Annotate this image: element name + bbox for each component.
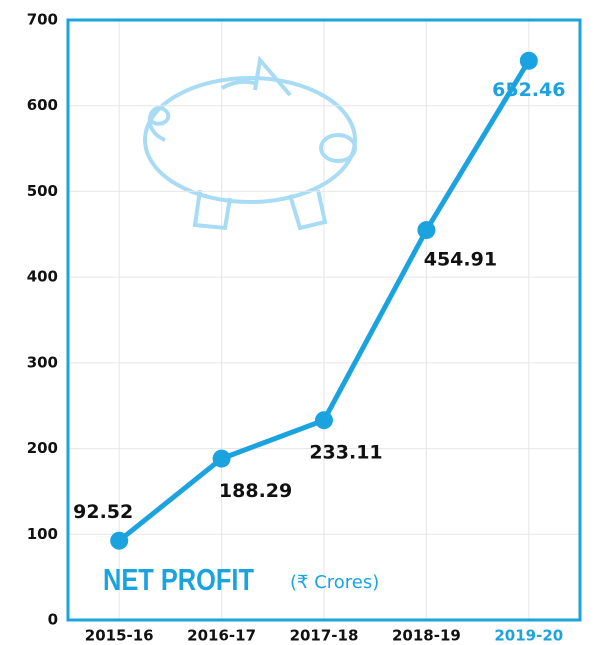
- data-label: 188.29: [219, 480, 292, 502]
- data-label: 92.52: [73, 501, 133, 523]
- chart-title: NET PROFIT: [103, 563, 254, 598]
- point: [417, 221, 436, 240]
- y-tick-label: 300: [27, 353, 58, 371]
- data-label: 652.46: [492, 79, 565, 101]
- y-tick-label: 100: [27, 525, 58, 543]
- point: [110, 531, 129, 550]
- data-label: 233.11: [309, 442, 382, 464]
- x-tick-label: 2017-18: [290, 627, 359, 645]
- y-tick-label: 500: [27, 182, 58, 200]
- point: [519, 51, 538, 70]
- y-tick-label: 400: [27, 268, 58, 286]
- point: [212, 449, 231, 468]
- x-tick-label: 2015-16: [85, 627, 154, 645]
- y-tick-label: 700: [27, 11, 58, 29]
- x-tick-label: 2016-17: [187, 627, 256, 645]
- chart-subtitle: (₹ Crores): [290, 572, 379, 593]
- x-tick-label: 2018-19: [392, 627, 461, 645]
- point: [315, 411, 333, 430]
- y-tick-label: 200: [27, 439, 58, 457]
- plot-frame: [66, 18, 582, 622]
- piggy-bank-illustration: [143, 55, 357, 231]
- data-label: 454.91: [424, 249, 497, 271]
- x-tick-label: 2019-20: [494, 627, 563, 645]
- y-tick-label: 0: [48, 611, 58, 629]
- y-tick-label: 600: [27, 96, 58, 114]
